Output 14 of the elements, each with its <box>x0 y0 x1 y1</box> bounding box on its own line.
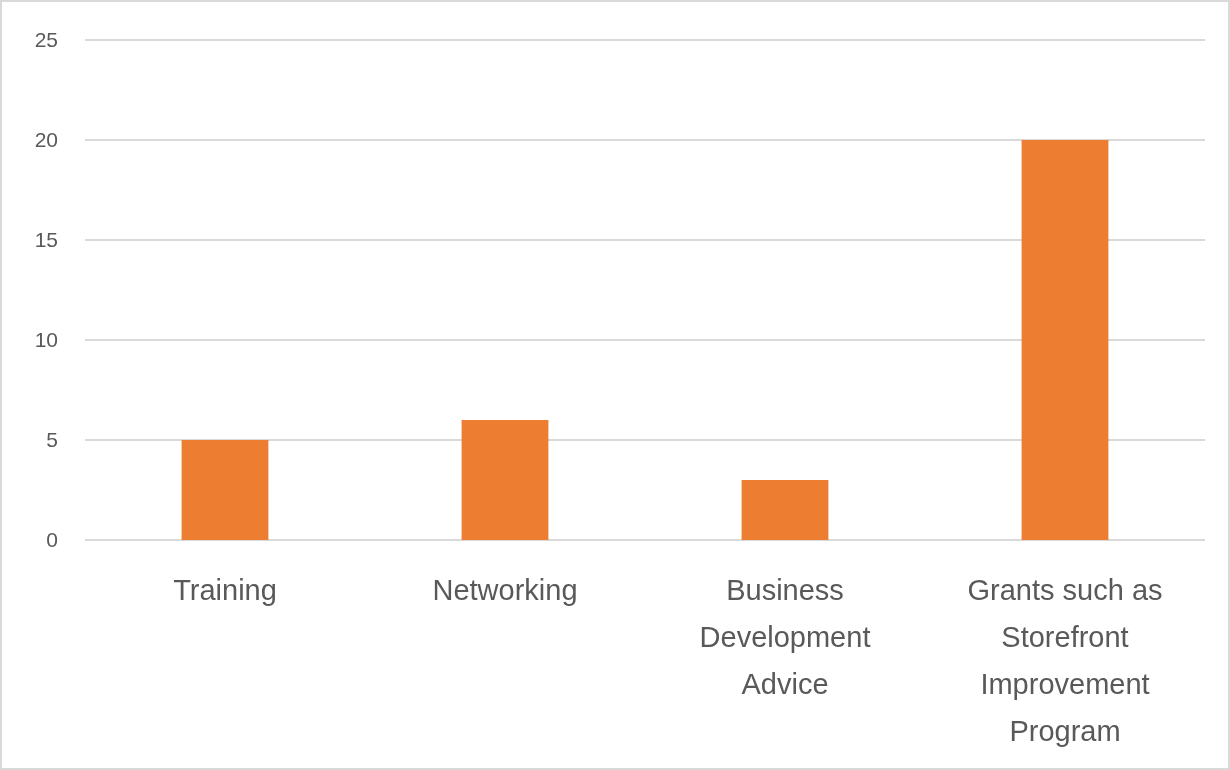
y-tick-label: 5 <box>46 428 58 452</box>
x-tick-label: Networking <box>432 574 578 606</box>
bar <box>741 480 829 540</box>
y-tick-label: 15 <box>34 228 58 252</box>
bar <box>181 440 269 540</box>
y-tick-label: 20 <box>34 128 58 152</box>
bar <box>1021 140 1109 540</box>
y-tick-label: 0 <box>46 528 58 552</box>
y-tick-label: 25 <box>34 28 58 52</box>
bar <box>461 420 549 540</box>
x-tick-label: Training <box>173 574 277 606</box>
x-tick-label: Grants such as Storefront Improvement Program <box>967 574 1163 747</box>
y-tick-label: 10 <box>34 328 58 352</box>
x-tick-label: Business Development Advice <box>699 574 871 700</box>
